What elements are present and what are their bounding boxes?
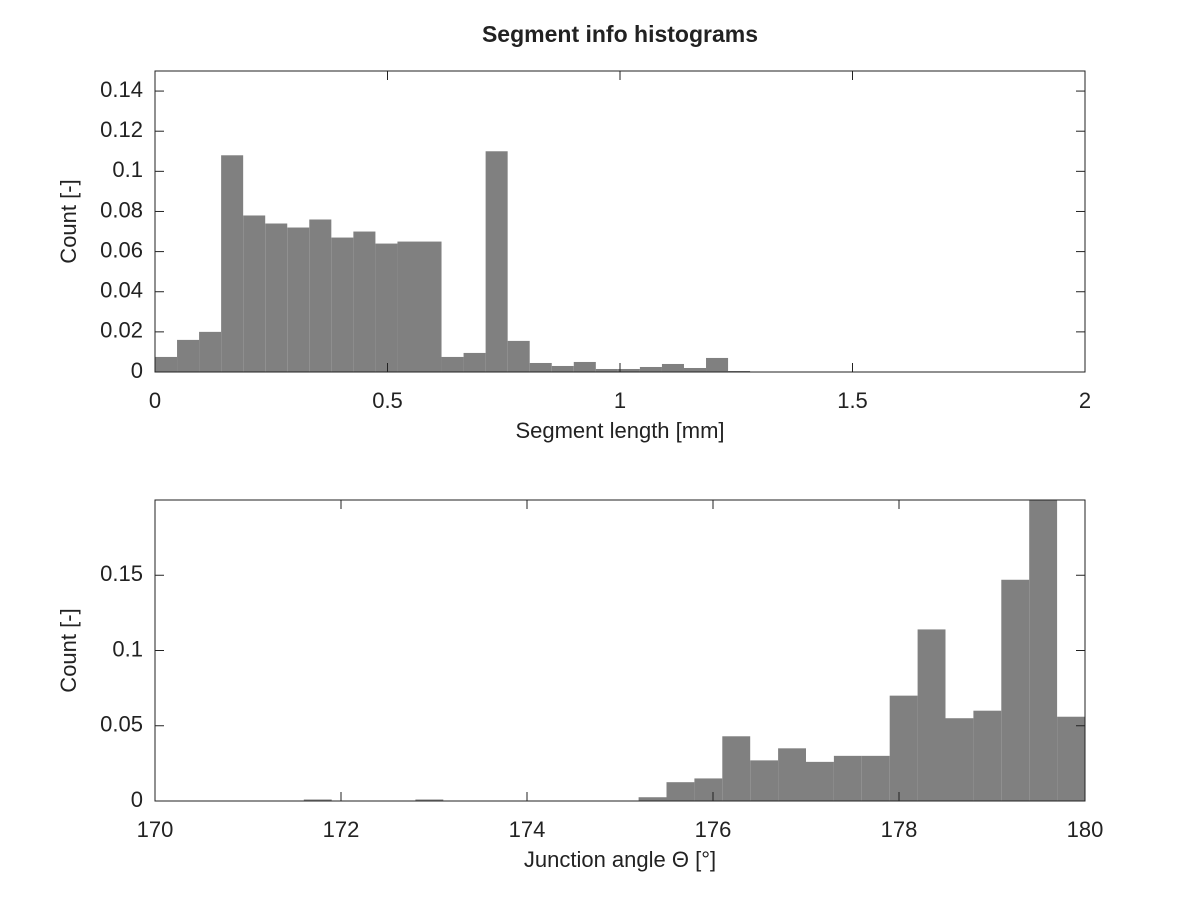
x-tick-label: 178 <box>881 817 918 842</box>
bar <box>177 339 200 372</box>
bar <box>415 799 444 801</box>
x-tick-label: 176 <box>695 817 732 842</box>
bar <box>155 356 178 372</box>
bar <box>617 368 640 372</box>
bar <box>694 778 723 801</box>
bar <box>639 366 662 372</box>
y-tick-label: 0.12 <box>100 117 143 142</box>
x-tick-label: 0 <box>149 388 161 413</box>
y-tick-label: 0.06 <box>100 237 143 262</box>
x-tick-label: 0.5 <box>372 388 403 413</box>
bar <box>750 760 779 801</box>
bar <box>397 241 420 372</box>
bar <box>861 755 890 801</box>
bar <box>1029 500 1058 801</box>
y-tick-label: 0.1 <box>112 636 143 661</box>
bar <box>806 761 834 801</box>
bar <box>666 782 695 801</box>
bar <box>638 797 667 801</box>
x-tick-label: 174 <box>509 817 546 842</box>
bar <box>661 363 684 372</box>
y-tick-label: 0.08 <box>100 197 143 222</box>
bar <box>889 695 918 801</box>
bar <box>243 215 266 372</box>
x-axis-label: Segment length [mm] <box>515 418 724 443</box>
figure-title: Segment info histograms <box>482 21 758 47</box>
bar <box>441 356 464 372</box>
y-axis-label: Count [-] <box>56 179 81 263</box>
bar <box>419 241 442 372</box>
bar <box>973 710 1002 801</box>
bar <box>199 331 222 372</box>
y-tick-label: 0.1 <box>112 157 143 182</box>
bar <box>706 357 729 372</box>
bar <box>331 237 354 372</box>
x-tick-label: 2 <box>1079 388 1091 413</box>
bar <box>529 362 552 372</box>
bar <box>722 736 751 801</box>
bar <box>778 748 806 801</box>
y-tick-label: 0.15 <box>100 561 143 586</box>
y-tick-label: 0.14 <box>100 77 143 102</box>
bar <box>1057 716 1085 801</box>
x-tick-label: 1.5 <box>837 388 868 413</box>
bar <box>551 365 574 372</box>
y-tick-label: 0.02 <box>100 318 143 343</box>
x-tick-label: 180 <box>1067 817 1104 842</box>
bar <box>833 755 862 801</box>
bar <box>287 227 310 372</box>
x-tick-label: 172 <box>323 817 360 842</box>
bar <box>945 718 974 801</box>
x-tick-label: 1 <box>614 388 626 413</box>
bar <box>353 231 376 372</box>
bar <box>683 367 707 372</box>
bar <box>485 151 508 372</box>
bar <box>573 361 596 372</box>
y-tick-label: 0 <box>131 787 143 812</box>
y-tick-label: 0.04 <box>100 278 143 303</box>
bar <box>221 155 244 372</box>
plot-area <box>155 151 751 372</box>
bar <box>303 799 332 801</box>
y-axis-label: Count [-] <box>56 608 81 692</box>
y-tick-label: 0.05 <box>100 712 143 737</box>
bar <box>728 370 751 372</box>
bar <box>1001 579 1030 801</box>
bar <box>917 629 946 801</box>
x-tick-label: 170 <box>137 817 174 842</box>
bar <box>463 352 486 372</box>
y-tick-label: 0 <box>131 358 143 383</box>
x-axis-label: Junction angle Θ [°] <box>524 847 716 872</box>
bar <box>507 340 530 372</box>
bar <box>595 368 618 372</box>
plot-area <box>303 500 1085 801</box>
bar <box>309 219 332 372</box>
bar <box>265 223 288 372</box>
bar <box>375 243 398 372</box>
